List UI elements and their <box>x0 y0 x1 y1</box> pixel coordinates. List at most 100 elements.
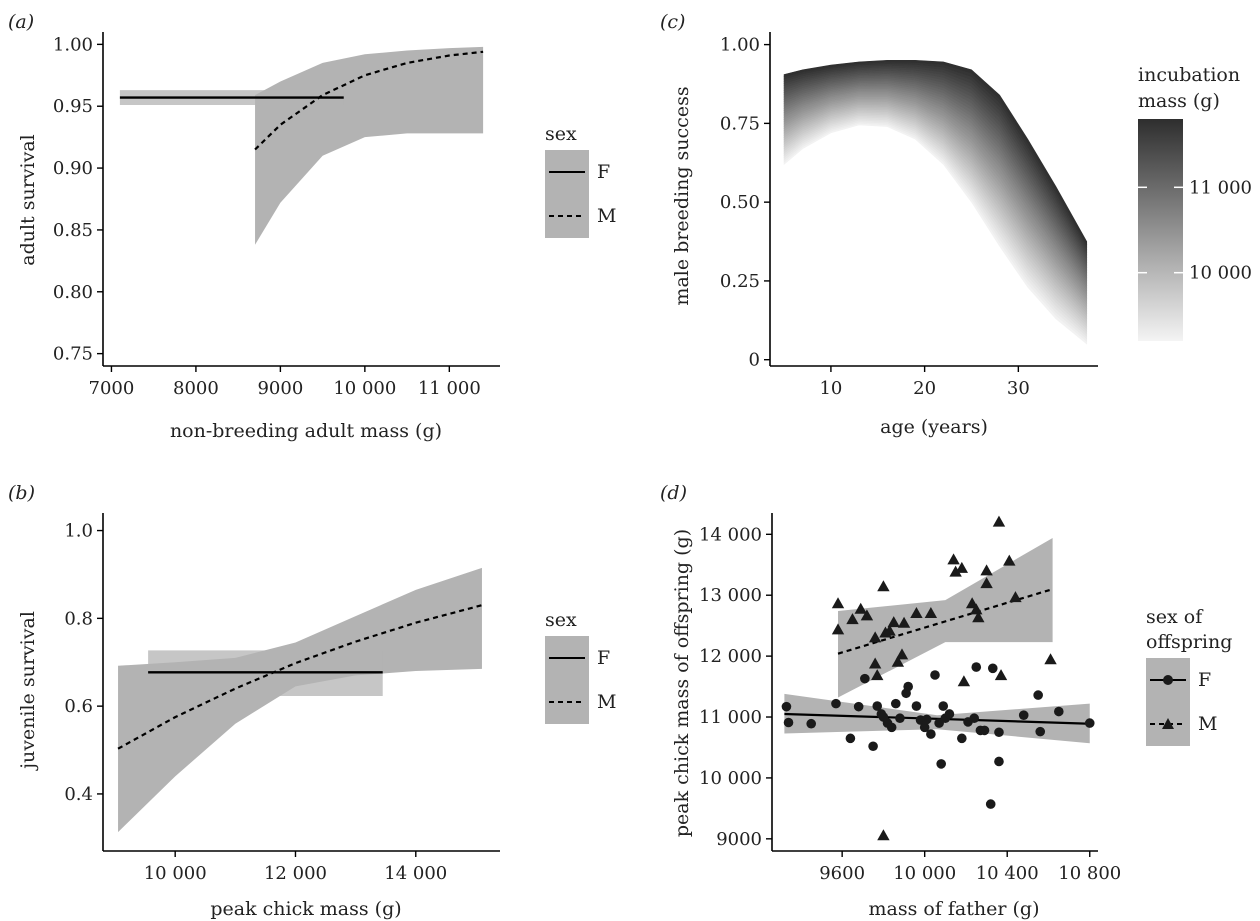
line-m-b <box>117 604 483 750</box>
point-male <box>957 675 971 687</box>
x-tick-label-b: 14 000 <box>384 863 447 884</box>
point-male <box>910 606 923 618</box>
point-female <box>921 714 932 725</box>
legend-label-m-b: M <box>597 691 616 713</box>
ribbon-m-d <box>838 537 1053 698</box>
y-tick-label-d: 13 000 <box>699 585 762 606</box>
point-male <box>854 602 867 614</box>
y-tick-label-a: 0.85 <box>53 220 93 241</box>
point-male <box>877 580 890 592</box>
y-axis-label-d: peak chick mass of offspring (g) <box>671 529 693 837</box>
legend-label-m-d: M <box>1198 713 1217 735</box>
point-male <box>980 577 993 589</box>
y-tick-label-a: 0.90 <box>53 158 93 179</box>
point-male <box>887 616 900 628</box>
point-male <box>831 597 845 609</box>
point-female <box>783 717 794 728</box>
point-female <box>831 698 841 709</box>
ribbon-m-a <box>255 46 484 245</box>
point-female <box>911 701 922 711</box>
x-tick-label-c: 10 <box>819 378 842 399</box>
x-tick-label-a: 7000 <box>89 378 135 399</box>
point-female <box>919 722 930 733</box>
x-tick-label-b: 12 000 <box>264 863 327 884</box>
point-male <box>994 669 1008 681</box>
panel-label-b: (b) <box>8 482 35 504</box>
point-male <box>868 657 882 669</box>
legend-title-b: sex <box>545 609 577 631</box>
x-tick-label-a: 9000 <box>257 378 303 399</box>
x-axis-label-c: age (years) <box>880 416 988 438</box>
legend-title-d: sex of <box>1146 606 1204 628</box>
point-female <box>1035 726 1046 737</box>
legend-circle-marker <box>1163 675 1173 685</box>
line-m-a <box>254 50 484 151</box>
point-male <box>831 623 845 635</box>
y-axis-label-a: adult survival <box>17 134 39 266</box>
point-male <box>924 606 938 618</box>
x-tick-label-a: 10 000 <box>333 378 396 399</box>
point-female <box>781 701 792 712</box>
point-female <box>987 663 998 674</box>
point-female <box>994 756 1004 767</box>
point-female <box>926 729 936 739</box>
legend-triangle-marker <box>1162 718 1174 729</box>
colorbar-title-line-2: mass (g) <box>1138 90 1220 112</box>
panel-d: (d) 9600 10 000 10 400 10 800 9000 10 000 11 0… <box>660 482 1232 920</box>
legend-label-f-a: F <box>597 161 610 183</box>
legend-label-m-a: M <box>597 205 616 227</box>
panel-a: (a) 7000 8000 9000 10 000 11 000 0.75 0.80 0.85… <box>8 11 616 442</box>
legend-label-f-d: F <box>1198 669 1211 691</box>
point-female <box>944 709 955 719</box>
y-tick-label-b: 0.8 <box>64 608 93 629</box>
point-male <box>860 609 874 621</box>
point-female <box>806 718 817 729</box>
point-female <box>957 733 967 744</box>
legend-title-d: offspring <box>1146 631 1232 653</box>
legend-label-f-b: F <box>597 647 610 669</box>
point-male <box>846 613 859 625</box>
point-female <box>890 698 901 709</box>
panel-b: (b) 10 000 12 000 14 000 0.4 0.6 0.8 1.0 peak … <box>8 482 616 920</box>
y-tick-label-b: 0.4 <box>64 784 93 805</box>
point-male <box>877 829 890 841</box>
x-tick-label-d: 9600 <box>819 863 865 884</box>
y-tick-label-a: 1.00 <box>53 34 93 55</box>
point-male <box>970 603 983 615</box>
panel-label-d: (d) <box>660 482 687 504</box>
point-female <box>985 799 996 809</box>
x-axis-label-d: mass of father (g) <box>869 898 1040 920</box>
point-female <box>1033 690 1043 700</box>
point-female <box>903 681 913 692</box>
point-male <box>992 515 1006 527</box>
point-male <box>947 553 960 565</box>
x-tick-label-a: 8000 <box>173 378 219 399</box>
point-male <box>868 631 882 643</box>
point-male <box>1009 591 1022 603</box>
y-tick-label-c: 0.50 <box>720 192 760 213</box>
x-tick-label-b: 10 000 <box>144 863 207 884</box>
ribbon-m-b <box>118 567 482 833</box>
x-tick-label-d: 10 400 <box>976 863 1039 884</box>
legend-title-a: sex <box>545 123 577 145</box>
breeding-success-strip <box>783 60 1088 246</box>
y-tick-label-b: 0.6 <box>64 696 93 717</box>
y-tick-label-b: 1.0 <box>64 521 93 542</box>
point-male <box>955 561 969 573</box>
x-tick-label-c: 30 <box>1007 378 1030 399</box>
point-female <box>936 759 946 769</box>
colorbar-tick-label: 11 000 <box>1189 177 1252 198</box>
point-female <box>1018 710 1029 720</box>
y-tick-label-d: 9000 <box>716 829 762 850</box>
point-female <box>1084 718 1095 728</box>
y-tick-label-c: 1.00 <box>720 35 760 56</box>
panel-label-a: (a) <box>8 11 34 33</box>
point-female <box>971 662 982 672</box>
point-male <box>891 655 905 667</box>
y-tick-label-c: 0.25 <box>720 271 760 292</box>
x-tick-label-d: 10 800 <box>1058 863 1121 884</box>
x-tick-label-d: 10 000 <box>893 863 956 884</box>
point-male <box>980 564 993 576</box>
